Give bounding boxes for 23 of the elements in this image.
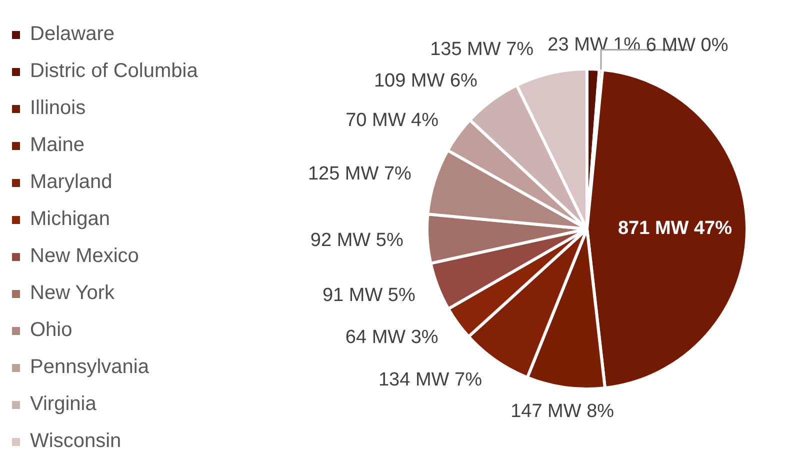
data-label: 125 MW 7% xyxy=(308,163,412,184)
data-label: 109 MW 6% xyxy=(374,70,478,92)
data-label: 92 MW 5% xyxy=(310,230,404,251)
data-label: 147 MW 8% xyxy=(510,400,614,422)
legend-label: Distric of Columbia xyxy=(30,60,198,83)
legend-label: New York xyxy=(30,282,114,305)
data-label: 134 MW 7% xyxy=(378,370,482,391)
data-label: 70 MW 4% xyxy=(346,110,439,131)
data-label: 6 MW 0% xyxy=(646,35,728,56)
legend-label: New Mexico xyxy=(30,245,139,268)
legend-label: Delaware xyxy=(30,23,114,46)
legend-label: Michigan xyxy=(30,208,110,231)
legend-label: Wisconsin xyxy=(30,430,122,453)
data-label: 91 MW 5% xyxy=(322,284,416,306)
data-label: 64 MW 3% xyxy=(345,326,438,348)
data-label: 135 MW 7% xyxy=(430,39,534,60)
legend-label: Maryland xyxy=(30,171,112,194)
data-label: 871 MW 47% xyxy=(618,218,732,239)
legend-label: Pennsylvania xyxy=(30,356,149,379)
legend-label: Ohio xyxy=(30,319,72,342)
legend-label: Illinois xyxy=(30,97,86,120)
legend-label: Maine xyxy=(30,134,84,157)
legend-label: Virginia xyxy=(30,393,96,416)
